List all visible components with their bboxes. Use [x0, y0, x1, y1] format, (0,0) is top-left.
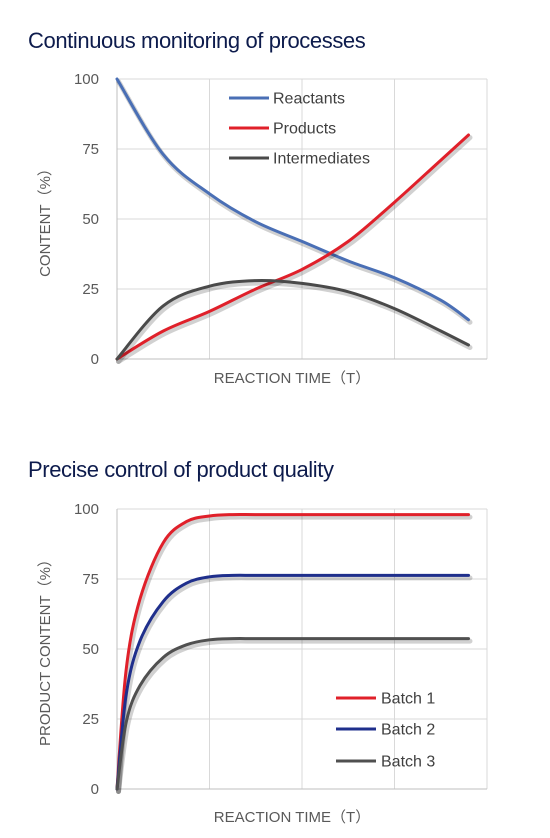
series-shadow-2 [116, 575, 473, 794]
series-shadow-3 [116, 638, 473, 794]
y-tick-label: 25 [82, 281, 99, 298]
y-tick-label: 100 [74, 501, 99, 518]
x-axis-label: REACTION TIME（T） [214, 370, 370, 387]
x-axis-label: REACTION TIME（T） [214, 809, 370, 826]
legend-label: Products [273, 121, 336, 138]
legend-label: Batch 2 [381, 722, 435, 739]
y-tick-label: 0 [91, 781, 99, 798]
chart1-title: Continuous monitoring of processes [28, 28, 366, 53]
y-axis-label: CONTENT（%） [37, 161, 54, 277]
legend-label: Batch 3 [381, 754, 435, 771]
y-tick-label: 25 [82, 711, 99, 728]
legend-label: Reactants [273, 91, 345, 108]
series-shadow-3 [116, 280, 473, 364]
legend-label: Intermediates [273, 151, 370, 168]
series-line-reactants [115, 77, 470, 322]
series-line-batch-3 [115, 637, 470, 791]
series-line-intermediates [115, 278, 470, 361]
series-line-batch-2 [115, 573, 470, 791]
y-axis-label: PRODUCT CONTENT（%） [37, 552, 54, 746]
series-shadow-1 [116, 514, 473, 794]
series-line-products [115, 133, 470, 361]
y-tick-label: 100 [74, 71, 99, 88]
series-shadow-2 [116, 135, 473, 364]
series-line-batch-1 [115, 513, 470, 791]
y-tick-label: 50 [82, 641, 99, 658]
y-tick-label: 50 [82, 211, 99, 228]
y-tick-label: 0 [91, 351, 99, 368]
chart-2: 0 25 50 75 100 REACTION TIME（T） PRODUCT CONTEN… [37, 501, 488, 826]
y-tick-label: 75 [82, 141, 99, 158]
chart2-title: Precise control of product quality [28, 457, 334, 482]
legend-label: Batch 1 [381, 691, 435, 708]
y-tick-label: 75 [82, 571, 99, 588]
chart-1: 0 25 50 75 100 REACTION TIME（T） CONTENT（%） Reac… [37, 71, 488, 387]
